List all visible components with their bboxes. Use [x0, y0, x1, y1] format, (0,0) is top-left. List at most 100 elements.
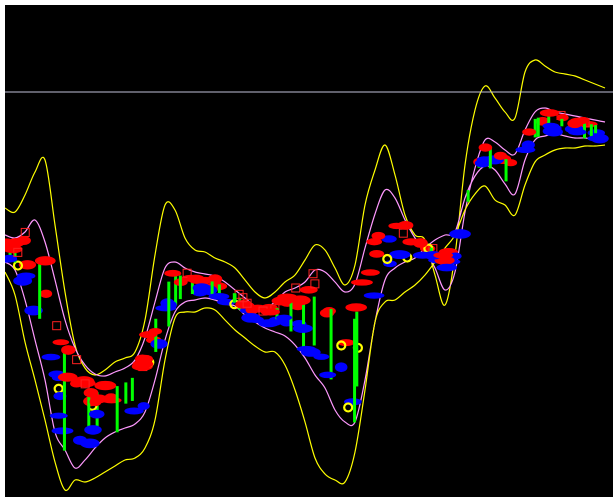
sell-marker	[350, 279, 373, 286]
buy-marker	[137, 402, 150, 410]
candle-bar	[429, 247, 433, 254]
buy-marker	[13, 275, 33, 286]
square-marker	[72, 355, 82, 365]
candle-bar	[547, 115, 551, 130]
circle-marker	[382, 253, 393, 265]
square-marker	[13, 247, 23, 257]
sell-marker	[83, 387, 99, 398]
buy-marker	[275, 314, 293, 321]
sell-marker	[94, 380, 117, 391]
buy-marker	[319, 371, 337, 379]
buy-marker	[208, 293, 230, 300]
signal-markers	[5, 109, 609, 451]
candle-bar	[62, 350, 66, 451]
sell-marker	[539, 109, 560, 117]
sell-marker	[322, 307, 336, 315]
sell-marker	[164, 269, 182, 277]
band-line-lower-outer-band	[5, 144, 606, 492]
band-line-lower-inner-band	[5, 133, 606, 469]
candle-bar	[174, 274, 178, 306]
buy-marker	[41, 353, 61, 361]
sell-marker	[132, 359, 154, 369]
candle-bar	[560, 118, 564, 127]
candle-bar	[13, 246, 17, 263]
sell-marker	[148, 327, 163, 335]
buy-marker	[258, 319, 280, 328]
candle-bar	[589, 124, 593, 137]
buy-marker	[5, 255, 18, 263]
buy-marker	[150, 339, 168, 349]
sell-marker	[397, 220, 414, 230]
sell-marker	[61, 345, 76, 355]
sell-marker	[39, 289, 53, 298]
sell-marker	[52, 339, 70, 346]
square-marker	[291, 283, 301, 293]
band-lines	[5, 59, 606, 492]
sell-marker	[413, 238, 428, 248]
candle-bar	[329, 308, 333, 380]
candle-bar	[536, 117, 540, 137]
band-line-upper-outer-band	[5, 59, 606, 376]
buy-marker	[568, 128, 587, 136]
candle-bar	[95, 392, 99, 427]
buy-marker	[51, 427, 74, 435]
candle-bar	[167, 281, 171, 327]
sell-marker	[89, 397, 102, 407]
sell-marker	[360, 269, 380, 276]
candle-bar	[355, 311, 359, 387]
buy-marker	[192, 283, 211, 293]
candle-bar	[533, 118, 537, 138]
sell-marker	[70, 379, 83, 388]
candle-bar	[178, 275, 182, 300]
buy-marker	[89, 409, 105, 419]
buy-marker	[363, 292, 385, 299]
candle-bar	[115, 386, 119, 433]
candle-bar	[210, 281, 214, 296]
sell-marker	[478, 143, 493, 152]
sell-marker	[16, 236, 31, 246]
sell-marker	[522, 128, 537, 136]
sell-marker	[34, 256, 56, 266]
sell-marker	[187, 274, 205, 283]
square-marker	[310, 279, 320, 289]
buy-marker	[241, 312, 261, 323]
sell-marker	[493, 151, 508, 161]
buy-marker	[381, 235, 397, 243]
buy-marker	[334, 362, 348, 373]
sell-marker	[369, 250, 385, 258]
sell-marker	[345, 303, 367, 312]
buy-marker	[49, 412, 68, 419]
band-line-upper-inner-band	[5, 107, 606, 377]
candle-bar	[38, 262, 42, 319]
buy-marker	[449, 229, 471, 239]
sell-marker	[299, 286, 318, 294]
circle-marker	[12, 260, 24, 271]
candle-bar	[312, 296, 316, 346]
candle-bar	[130, 377, 134, 401]
buy-marker	[436, 263, 458, 272]
sell-marker	[260, 308, 280, 316]
sell-marker	[569, 117, 590, 125]
chart-background	[5, 5, 613, 497]
price-chart	[5, 5, 613, 497]
square-marker	[80, 379, 90, 389]
buy-marker	[301, 347, 321, 357]
square-marker	[52, 321, 62, 331]
square-marker	[242, 298, 252, 308]
buy-marker	[84, 425, 102, 435]
candle-bar	[190, 278, 194, 295]
candle-bar	[353, 318, 357, 423]
circle-marker	[336, 340, 347, 351]
candle-bar	[217, 284, 221, 297]
sell-marker	[371, 231, 386, 240]
candle-bar	[87, 390, 91, 432]
candle-bar	[504, 159, 508, 182]
buy-marker	[477, 156, 491, 166]
square-marker	[182, 268, 192, 278]
sell-marker	[57, 372, 78, 382]
candle-bar	[594, 125, 598, 134]
buy-marker	[515, 146, 536, 154]
candle-bar	[124, 382, 128, 404]
buy-marker	[590, 133, 609, 144]
